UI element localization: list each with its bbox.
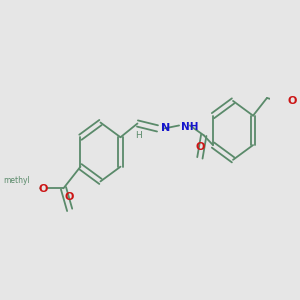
Text: O: O <box>65 192 74 202</box>
Text: O: O <box>288 96 297 106</box>
Text: O: O <box>39 184 48 194</box>
Text: N: N <box>160 123 170 134</box>
Text: methyl: methyl <box>3 176 30 185</box>
Text: H: H <box>135 131 142 140</box>
Text: O: O <box>195 142 205 152</box>
Text: NH: NH <box>182 122 199 132</box>
